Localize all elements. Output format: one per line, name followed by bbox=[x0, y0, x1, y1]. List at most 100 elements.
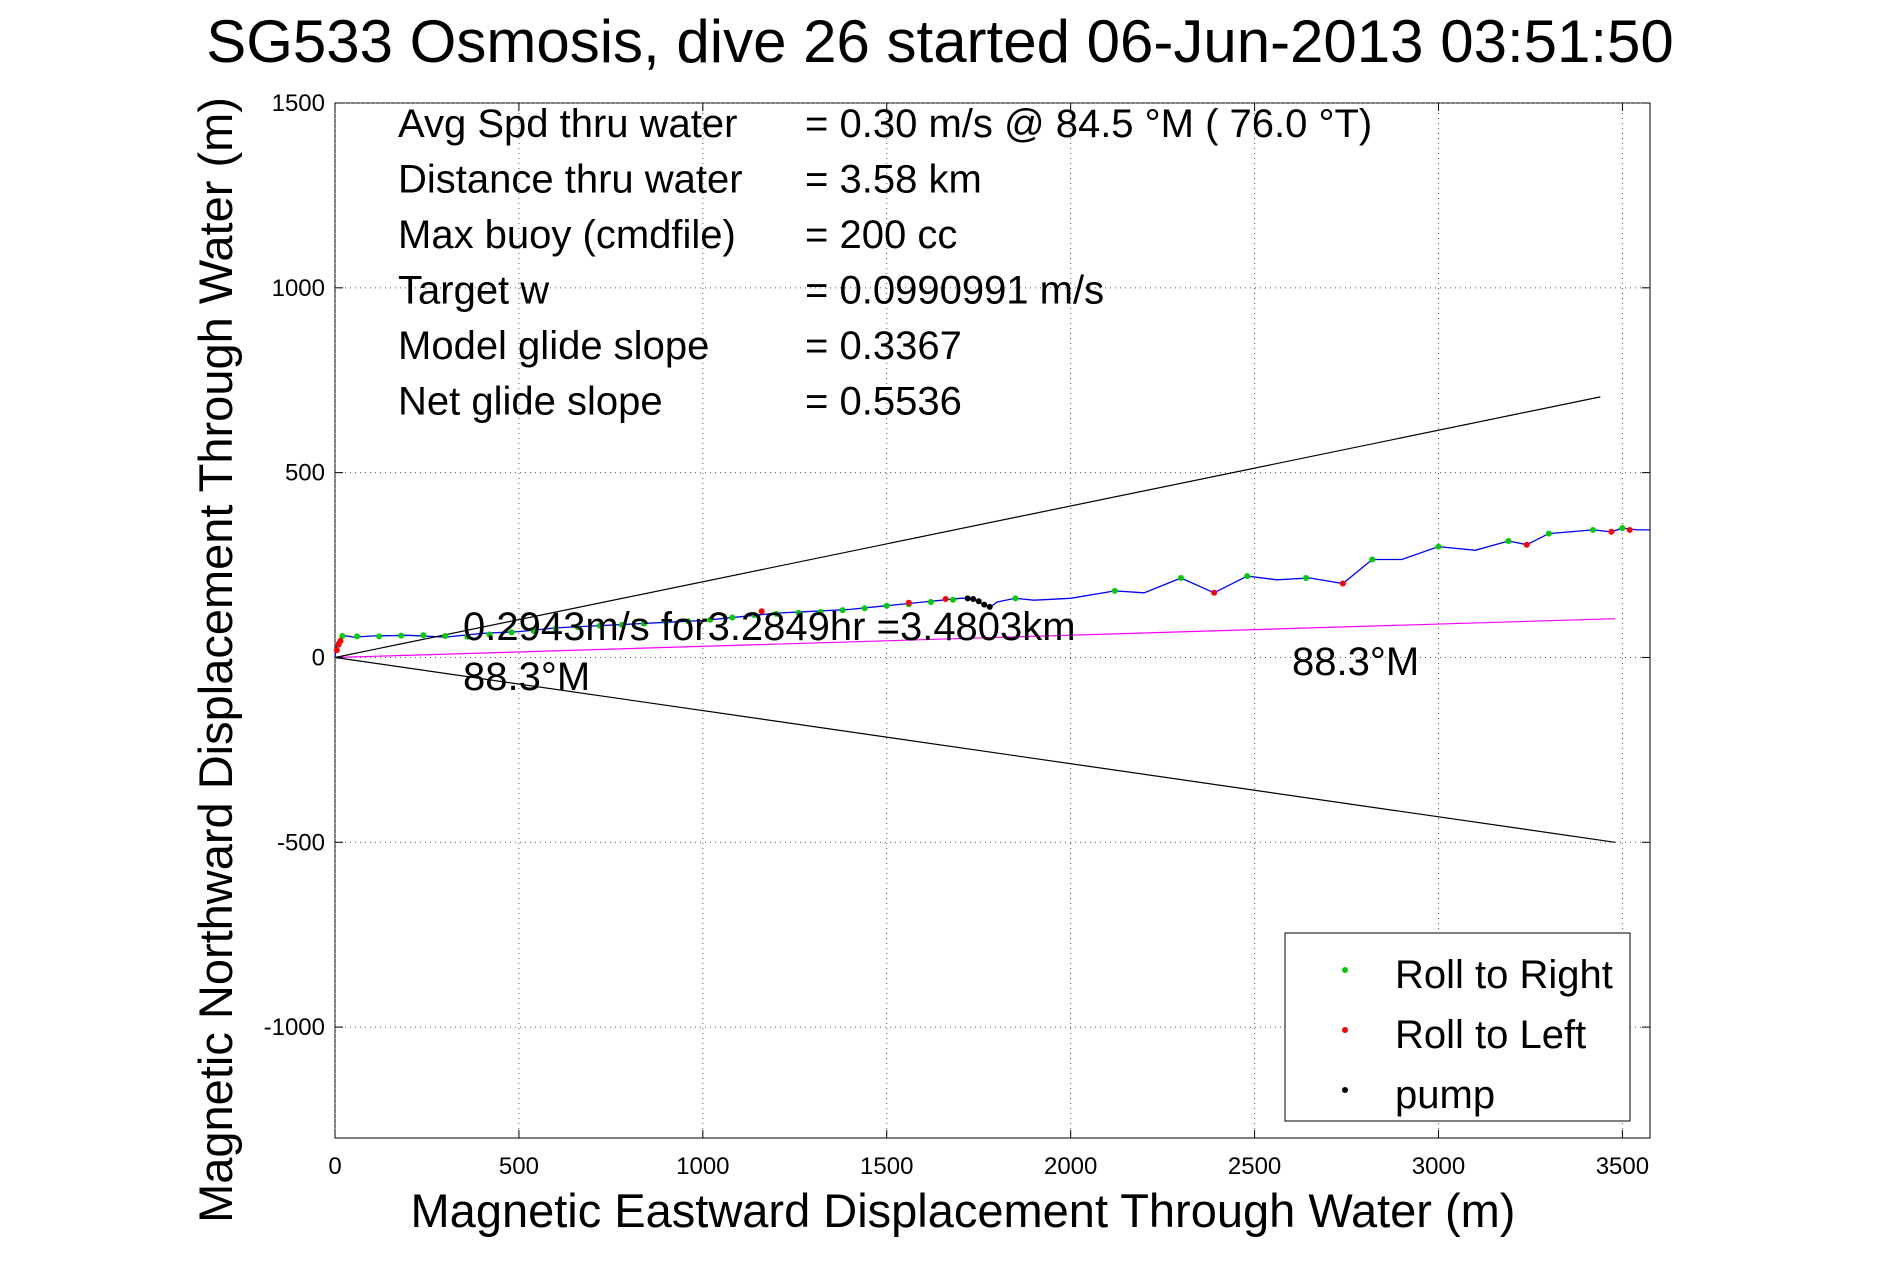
y-tick-label: -1000 bbox=[264, 1014, 325, 1041]
y-axis-label: Magnetic Northward Displacement Through … bbox=[189, 97, 242, 1223]
marker-roll-right bbox=[839, 607, 846, 614]
marker-pump bbox=[981, 601, 988, 608]
info-value: = 0.5536 bbox=[805, 380, 962, 424]
x-tick-label: 3500 bbox=[1596, 1153, 1649, 1180]
x-tick-label: 0 bbox=[328, 1153, 341, 1180]
marker-roll-right bbox=[773, 610, 780, 617]
info-label: Target w bbox=[398, 269, 549, 313]
chart-title-group: SG533 Osmosis, dive 26 started 06-Jun-20… bbox=[206, 8, 1674, 75]
series-cone-upper bbox=[334, 396, 1601, 659]
tick-layer: 0 500 1000 1500 2000 2500 3000 3500 -1000 -500 0 50… bbox=[264, 90, 1650, 1180]
marker-roll-right bbox=[1178, 574, 1185, 581]
info-label: Model glide slope bbox=[398, 324, 709, 368]
marker-roll-right bbox=[1012, 595, 1019, 602]
info-value: = 0.3367 bbox=[805, 324, 962, 368]
speed-annotation: 0.2943m/s for3.2849hr =3.4803km bbox=[463, 605, 1076, 649]
info-label: Distance thru water bbox=[398, 158, 743, 202]
y-tick-label: 500 bbox=[285, 460, 325, 487]
marker-roll-right bbox=[663, 619, 670, 626]
marker-roll-right bbox=[552, 625, 559, 632]
legend-box bbox=[1284, 932, 1631, 1122]
legend: Roll to Right Roll to Left pump bbox=[1284, 932, 1631, 1122]
marker-roll-right bbox=[398, 632, 405, 639]
legend-label: Roll to Left bbox=[1395, 1013, 1586, 1057]
marker-roll-left bbox=[1626, 526, 1633, 533]
x-tick-label: 1500 bbox=[860, 1153, 913, 1180]
y-tick-label: -500 bbox=[277, 829, 325, 856]
marker-roll-right bbox=[486, 631, 493, 638]
x-tick-label: 500 bbox=[499, 1153, 539, 1180]
marker-roll-right bbox=[1505, 538, 1512, 545]
marker-roll-left bbox=[337, 637, 344, 644]
marker-roll-right bbox=[618, 621, 625, 628]
marker-roll-right bbox=[861, 605, 868, 612]
marker-roll-right bbox=[817, 608, 824, 615]
y-tick-label: 1000 bbox=[272, 275, 325, 302]
marker-roll-left bbox=[758, 608, 765, 615]
marker-roll-right bbox=[508, 629, 515, 636]
series-cone-lower bbox=[334, 656, 1616, 843]
marker-roll-right bbox=[420, 632, 427, 639]
axis-labels: Magnetic Eastward Displacement Through W… bbox=[189, 97, 1515, 1237]
info-value: = 0.30 m/s @ 84.5 °M ( 76.0 °T) bbox=[805, 102, 1372, 146]
legend-marker bbox=[1342, 967, 1348, 973]
marker-roll-left bbox=[1211, 589, 1218, 596]
marker-roll-right bbox=[1435, 543, 1442, 550]
marker-roll-right bbox=[640, 620, 647, 627]
y-tick-label: 1500 bbox=[272, 90, 325, 117]
info-box: Avg Spd thru water = 0.30 m/s @ 84.5 °M (… bbox=[398, 102, 1372, 424]
marker-roll-left bbox=[1339, 580, 1346, 587]
x-tick-label: 1000 bbox=[676, 1153, 729, 1180]
marker-roll-left bbox=[905, 599, 912, 606]
chart-title: SG533 Osmosis, dive 26 started 06-Jun-20… bbox=[206, 8, 1674, 75]
marker-roll-right bbox=[596, 622, 603, 629]
marker-pump bbox=[975, 598, 982, 605]
marker-pump bbox=[986, 603, 993, 610]
series-speed-vector bbox=[334, 618, 1616, 659]
marker-roll-right bbox=[685, 618, 692, 625]
marker-roll-right bbox=[883, 602, 890, 609]
info-label: Max buoy (cmdfile) bbox=[398, 213, 736, 257]
x-axis-label: Magnetic Eastward Displacement Through W… bbox=[411, 1184, 1516, 1237]
info-label: Avg Spd thru water bbox=[398, 102, 737, 146]
x-tick-label: 2000 bbox=[1044, 1153, 1097, 1180]
marker-roll-left bbox=[333, 647, 340, 654]
marker-pump bbox=[964, 595, 971, 602]
marker-roll-right bbox=[1589, 526, 1596, 533]
x-tick-label: 3000 bbox=[1412, 1153, 1465, 1180]
marker-roll-right bbox=[707, 616, 714, 623]
marker-roll-right bbox=[376, 633, 383, 640]
marker-roll-right bbox=[574, 624, 581, 631]
marker-roll-right bbox=[729, 614, 736, 621]
marker-layer bbox=[333, 525, 1633, 654]
heading-end-annotation: 88.3°M bbox=[1292, 640, 1419, 684]
marker-roll-right bbox=[795, 609, 802, 616]
marker-roll-right bbox=[751, 611, 758, 618]
marker-roll-right bbox=[1303, 574, 1310, 581]
legend-label: Roll to Right bbox=[1395, 953, 1613, 997]
marker-roll-left bbox=[942, 596, 949, 603]
marker-roll-right bbox=[1545, 530, 1552, 537]
marker-roll-right bbox=[1619, 525, 1626, 532]
marker-roll-right bbox=[354, 633, 361, 640]
annotation-layer: 0.2943m/s for3.2849hr =3.4803km 88.3°M 8… bbox=[463, 605, 1419, 699]
info-label: Net glide slope bbox=[398, 380, 663, 424]
marker-roll-right bbox=[530, 627, 537, 634]
x-tick-label: 2500 bbox=[1228, 1153, 1281, 1180]
marker-roll-right bbox=[949, 596, 956, 603]
info-value: = 0.0990991 m/s bbox=[805, 269, 1104, 313]
y-tick-label: 0 bbox=[312, 644, 325, 671]
heading-start-annotation: 88.3°M bbox=[463, 655, 590, 699]
marker-roll-right bbox=[927, 599, 934, 606]
marker-pump bbox=[970, 596, 977, 603]
info-value: = 3.58 km bbox=[805, 158, 982, 202]
info-value: = 200 cc bbox=[805, 213, 957, 257]
marker-roll-right bbox=[1244, 573, 1251, 580]
marker-roll-right bbox=[1369, 556, 1376, 563]
legend-marker bbox=[1342, 1027, 1348, 1033]
marker-roll-right bbox=[442, 633, 449, 640]
marker-roll-right bbox=[339, 633, 346, 640]
marker-roll-right bbox=[1111, 587, 1118, 594]
marker-roll-left bbox=[1523, 541, 1530, 548]
